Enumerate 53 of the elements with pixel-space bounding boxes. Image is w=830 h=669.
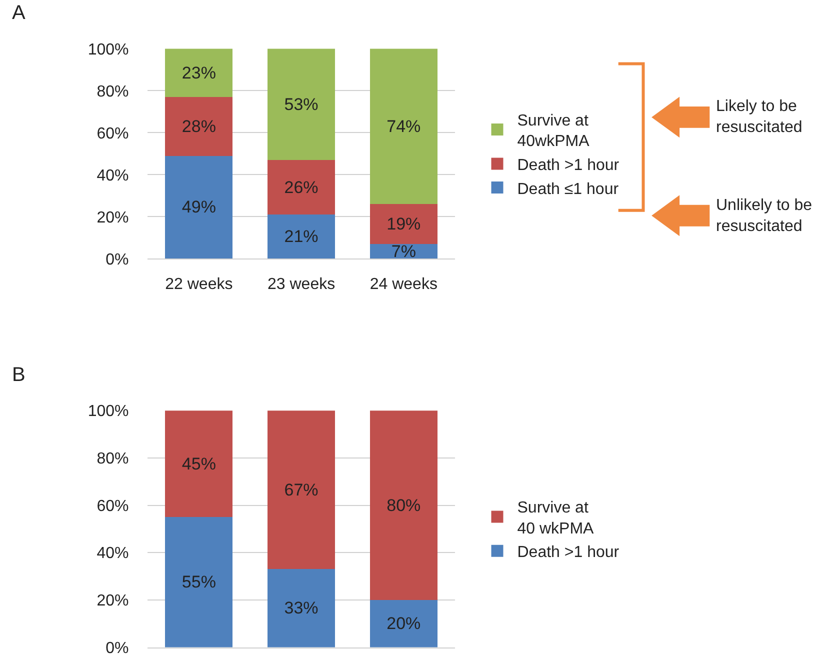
chart-title: B (12, 364, 26, 386)
x-tick-label: 24 weeks (370, 276, 438, 293)
y-tick-label: 40% (96, 545, 129, 562)
bar (268, 410, 336, 570)
data-label: 21% (284, 227, 318, 246)
bar (165, 97, 233, 156)
legend-label: Death >1 hour (517, 156, 620, 174)
legend-label: Death ≤1 hour (517, 180, 620, 198)
y-tick-label: 100% (88, 41, 129, 58)
bar (165, 48, 233, 98)
data-label: 55% (182, 572, 216, 592)
data-label: 80% (386, 496, 421, 515)
data-label: 45% (182, 454, 216, 474)
legend-label: Death >1 hour (517, 544, 620, 562)
data-label: 74% (386, 116, 421, 136)
text: Unlikely to be resuscitated (716, 197, 812, 235)
x-tick-label: 23 weeks (267, 276, 336, 293)
bar (370, 48, 438, 204)
data-label: 28% (182, 116, 216, 136)
data-label: 49% (182, 198, 216, 217)
bar (268, 48, 336, 160)
bar (370, 204, 438, 244)
y-tick-label: 80% (96, 450, 129, 468)
y-tick-label: 60% (96, 498, 129, 515)
bar (370, 600, 438, 648)
y-tick-label: 100% (88, 403, 129, 420)
data-label: 23% (182, 63, 216, 82)
data-label: 67% (284, 480, 318, 500)
bar (370, 410, 438, 600)
data-label: 7% (391, 242, 416, 261)
bar (268, 214, 336, 259)
bar (268, 569, 336, 648)
y-tick-label: 20% (96, 592, 129, 610)
data-label: 20% (386, 614, 421, 634)
y-tick-label: 0% (106, 251, 129, 268)
legend-label: Survive at 40 wkPMA (517, 500, 594, 538)
bar (165, 410, 233, 518)
data-label: 26% (284, 178, 318, 197)
chart-title: A (12, 2, 26, 24)
bar (268, 160, 336, 215)
bar (165, 517, 233, 648)
y-tick-label: 80% (96, 83, 129, 100)
legend-label: Survive at 40wkPMA (517, 112, 590, 150)
x-tick-label: 22 weeks (165, 276, 233, 293)
text: Likely to be resuscitated (716, 98, 802, 136)
y-tick-label: 60% (96, 125, 129, 142)
data-label: 19% (386, 214, 421, 234)
data-label: 53% (284, 94, 318, 114)
data-label: 33% (284, 598, 318, 618)
y-tick-label: 40% (96, 167, 129, 184)
y-tick-label: 0% (106, 640, 129, 657)
y-tick-label: 20% (96, 209, 129, 226)
bar (165, 156, 233, 259)
